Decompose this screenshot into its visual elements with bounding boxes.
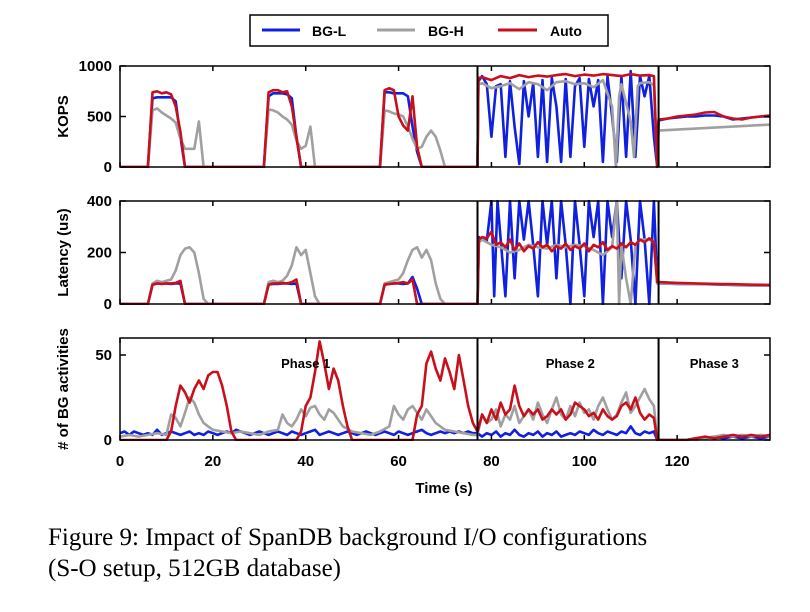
x-tick-label: 20 [205, 453, 222, 470]
y-axis-label-latency-us: Latency (us) [55, 208, 72, 296]
x-tick-label: 80 [483, 453, 500, 470]
x-tick-label: 60 [390, 453, 407, 470]
x-tick-label: 120 [665, 453, 690, 470]
phase-label-phase-1: Phase 1 [281, 356, 330, 371]
panel-bg-activities: 0 50 # of BG activities Phase 1 Phase 2 Phase… [55, 328, 771, 450]
series-bg-h-latency-us [120, 200, 770, 305]
phase-label-phase-3: Phase 3 [690, 356, 739, 371]
series-auto-latency-us [120, 230, 770, 305]
legend-label-bg-l: BG-L [312, 23, 347, 39]
caption-line-1: Figure 9: Impact of SpanDB background I/… [48, 524, 648, 551]
series-bg-h-kops [120, 78, 770, 168]
x-tick-label: 100 [572, 453, 597, 470]
legend-label-bg-h: BG-H [428, 23, 464, 39]
y-axis-label-kops: KOPS [55, 95, 72, 138]
y-tick-label: 400 [87, 193, 112, 210]
y-tick-label: 50 [95, 347, 112, 364]
y-tick-label: 200 [87, 245, 112, 262]
y-tick-label: 0 [104, 159, 112, 176]
y-tick-label: 0 [104, 296, 112, 313]
y-tick-label: 1000 [79, 58, 112, 75]
frame-of-bg-activities [119, 337, 771, 441]
panel-kops: 0 500 1000 KOPS [55, 58, 771, 176]
series-auto-of-bg-activities [120, 340, 770, 441]
phase-label-phase-2: Phase 2 [546, 356, 595, 371]
legend-label-auto: Auto [550, 23, 582, 39]
plot-area-of-bg-activities [120, 338, 770, 440]
figure-caption: Figure 9: Impact of SpanDB background I/… [48, 522, 788, 584]
series-bg-l-kops [120, 69, 770, 168]
series-auto-kops [120, 72, 770, 168]
legend: BG-L BG-H Auto [249, 14, 609, 47]
y-tick-label: 0 [104, 432, 112, 449]
series-bg-h-of-bg-activities [120, 387, 770, 441]
plot-area-kops [120, 66, 770, 167]
x-axis: 0 20 40 60 80 100 120 [116, 453, 690, 470]
legend-frame [249, 14, 609, 47]
x-tick-label: 0 [116, 453, 124, 470]
plot-area-latency-us [120, 201, 770, 304]
y-tick-label: 500 [87, 109, 112, 126]
caption-line-2: (S-O setup, 512GB database) [48, 555, 341, 582]
x-axis-label: Time (s) [415, 480, 472, 497]
x-tick-label: 40 [297, 453, 314, 470]
y-axis-label-of-bg-activities: # of BG activities [55, 328, 72, 450]
panel-latency: 0 200 400 Latency (us) [55, 193, 771, 313]
